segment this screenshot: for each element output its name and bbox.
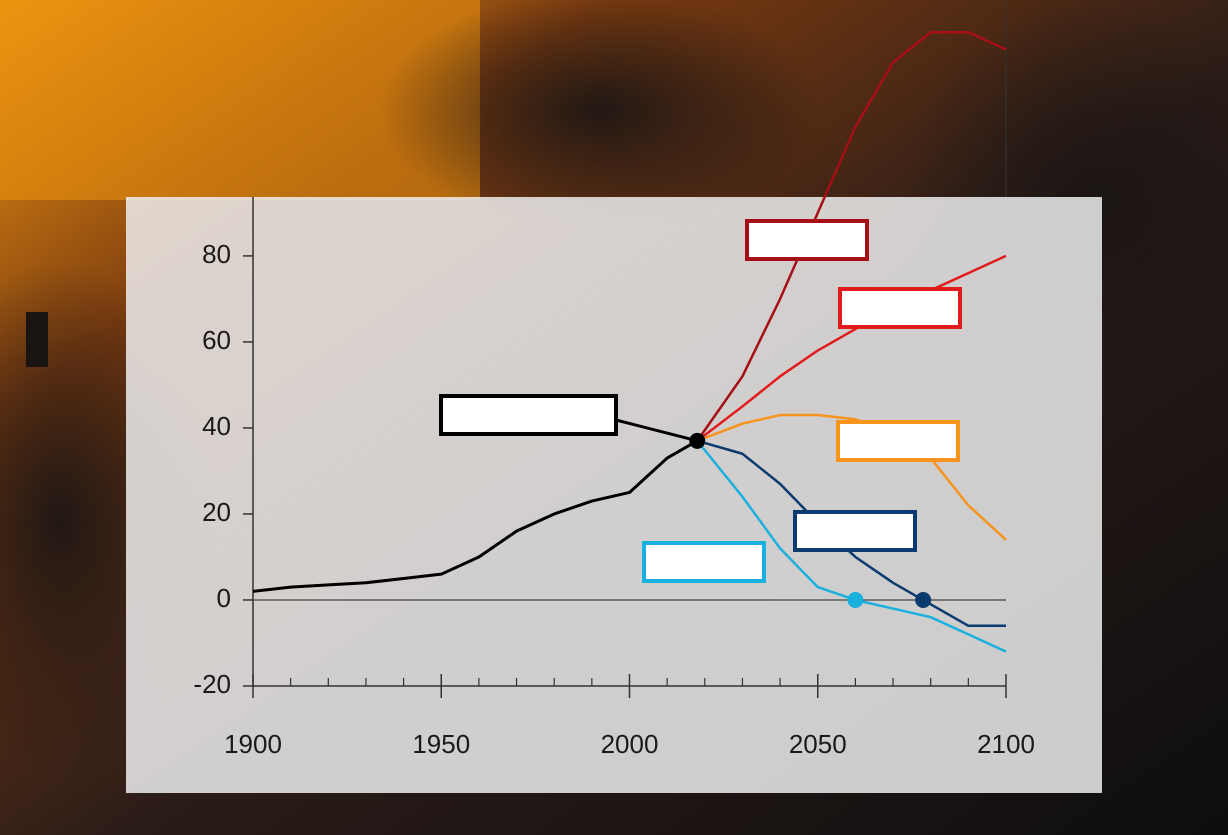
y-tick-label: 0 bbox=[217, 583, 231, 613]
marker bbox=[915, 591, 932, 608]
label-box bbox=[838, 287, 962, 329]
label-box bbox=[439, 394, 618, 436]
x-tick-label: 2050 bbox=[789, 729, 847, 759]
label-box bbox=[642, 541, 766, 583]
y-tick-label: 40 bbox=[202, 411, 231, 441]
series-line bbox=[696, 413, 1007, 541]
marker bbox=[847, 591, 864, 608]
y-tick-label: 60 bbox=[202, 325, 231, 355]
x-tick-label: 2100 bbox=[977, 729, 1035, 759]
series-line bbox=[252, 439, 699, 593]
y-tick-label: 20 bbox=[202, 497, 231, 527]
series-line bbox=[696, 31, 1007, 442]
series-line bbox=[696, 254, 1007, 442]
y-tick-label: -20 bbox=[193, 669, 231, 699]
series-line bbox=[696, 439, 1006, 628]
label-box bbox=[745, 219, 869, 261]
y-tick-label: 80 bbox=[202, 239, 231, 269]
label-box bbox=[793, 510, 917, 552]
chimney bbox=[26, 312, 48, 367]
x-tick-label: 1900 bbox=[224, 729, 282, 759]
smoke bbox=[380, 0, 820, 230]
x-tick-label: 1950 bbox=[412, 729, 470, 759]
x-tick-label: 2000 bbox=[601, 729, 659, 759]
label-box bbox=[836, 420, 960, 462]
leader-line bbox=[615, 418, 698, 443]
marker bbox=[689, 432, 706, 449]
